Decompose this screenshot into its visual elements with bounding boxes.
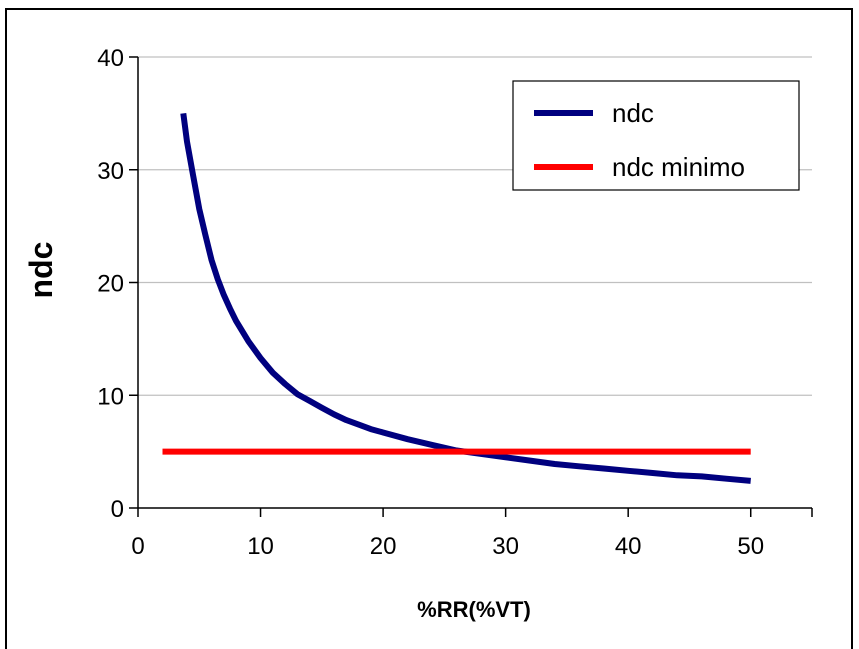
y-tick-label-30: 30 [97,158,124,185]
series-line-ndc [180,113,751,484]
y-tick-label-0: 0 [111,496,124,523]
axes: 0 10 20 30 40 0 10 20 30 40 50 [97,45,813,560]
legend-label-ndc: ndc [612,98,654,128]
y-tick-label-40: 40 [97,45,124,72]
plot-series [162,113,751,484]
x-tick-label-50: 50 [737,533,764,560]
x-tick-label-10: 10 [247,533,274,560]
y-tick-label-10: 10 [97,383,124,410]
x-tick-label-30: 30 [492,533,519,560]
legend-label-ndc-minimo: ndc minimo [612,152,745,182]
x-tick-label-40: 40 [615,533,642,560]
x-axis-title: %RR(%VT) [417,597,531,622]
grid-lines [138,56,812,396]
legend: ndc ndc minimo [512,80,800,191]
x-tick-label-0: 0 [131,533,144,560]
y-tick-label-20: 20 [97,271,124,298]
legend-box [512,80,800,191]
y-axis-title: ndc [23,242,59,299]
x-tick-label-20: 20 [370,533,397,560]
